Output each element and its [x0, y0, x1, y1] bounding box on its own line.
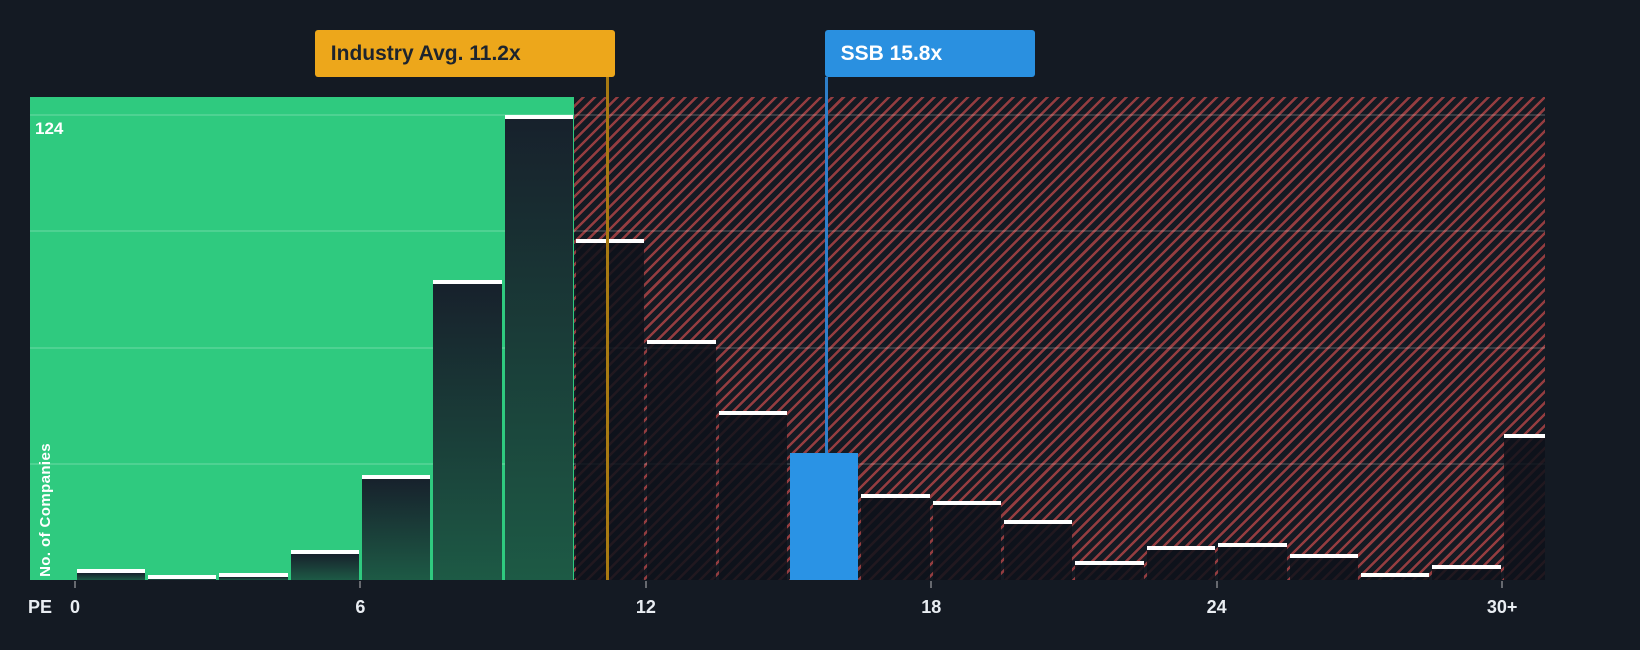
x-tick-label: 30+ [1486, 597, 1518, 617]
x-tick-label: 0 [69, 597, 81, 617]
company-marker-line [825, 77, 829, 453]
x-tick-mark [1501, 581, 1504, 588]
industry-average-label: Industry Avg. 11.2x [330, 42, 521, 65]
x-tick-label: 24 [1206, 597, 1227, 617]
x-tick-mark [1215, 581, 1218, 588]
industry-average-marker-line [606, 77, 610, 580]
x-tick-label: 18 [921, 597, 942, 617]
x-tick-mark [74, 581, 76, 588]
company-label: SSB 15.8x [840, 42, 943, 65]
x-axis-title: PE [28, 597, 53, 617]
x-tick-label: 12 [635, 597, 656, 617]
x-tick-mark [930, 581, 933, 588]
x-tick-mark [359, 581, 362, 588]
y-axis-max-label: 124 [35, 119, 64, 138]
industry-average-callout: Industry Avg. 11.2x [314, 30, 615, 77]
x-tick-mark [644, 581, 647, 588]
company-callout: SSB 15.8x [824, 30, 1035, 77]
x-tick-label: 6 [355, 597, 366, 617]
